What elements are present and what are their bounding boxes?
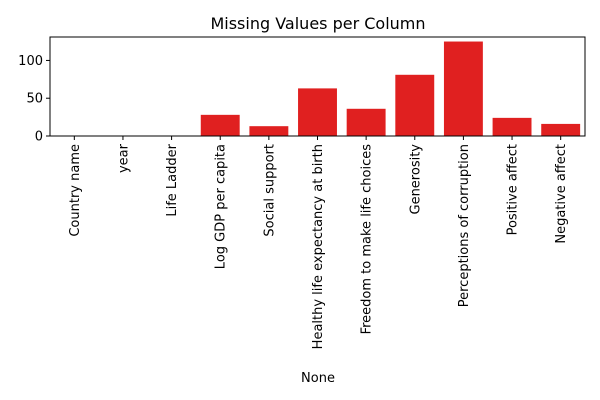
x-tick-label: Perceptions of corruption bbox=[457, 144, 472, 307]
x-tick-label: Healthy life expectancy at birth bbox=[311, 144, 326, 349]
x-tick-label: Social support bbox=[262, 144, 277, 237]
bar bbox=[443, 41, 483, 136]
x-tick-label: Negative affect bbox=[554, 144, 569, 244]
bar bbox=[395, 74, 435, 136]
bars-layer bbox=[200, 41, 581, 136]
y-axis: 0 50 100 bbox=[18, 54, 50, 145]
x-tick-label: Generosity bbox=[408, 144, 423, 215]
bar bbox=[492, 117, 532, 136]
bar bbox=[298, 88, 337, 136]
x-tick-label: Log GDP per capita bbox=[214, 144, 229, 269]
bar bbox=[249, 126, 289, 136]
x-tick-label: Life Ladder bbox=[165, 143, 180, 216]
y-tick-label: 0 bbox=[35, 130, 43, 145]
y-tick-label: 100 bbox=[18, 54, 43, 69]
y-tick-label: 50 bbox=[26, 92, 43, 107]
chart-title: Missing Values per Column bbox=[210, 14, 425, 33]
x-axis: Country name year Life Ladder Log GDP per c… bbox=[68, 136, 569, 349]
x-tick-label: Freedom to make life choices bbox=[360, 144, 375, 335]
x-axis-label: None bbox=[301, 371, 335, 386]
x-tick-label: Country name bbox=[68, 144, 83, 237]
x-tick-label: Positive affect bbox=[506, 144, 521, 235]
bar bbox=[346, 108, 386, 136]
bar bbox=[541, 123, 581, 136]
x-tick-label: year bbox=[116, 143, 131, 173]
bar bbox=[200, 114, 240, 136]
